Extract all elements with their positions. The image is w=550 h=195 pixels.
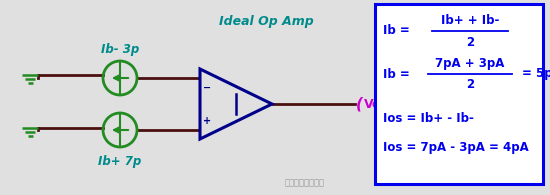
Text: = 5pA: = 5pA <box>522 67 550 81</box>
Text: Ib =: Ib = <box>383 25 410 37</box>
Text: 2: 2 <box>466 79 474 91</box>
Text: Ideal Op Amp: Ideal Op Amp <box>219 15 314 28</box>
Text: 硬件千万个为什么: 硬件千万个为什么 <box>285 178 325 188</box>
Text: Ib+ 7p: Ib+ 7p <box>98 154 142 168</box>
Text: Ib+ + Ib-: Ib+ + Ib- <box>441 14 499 27</box>
Text: Ib =: Ib = <box>383 67 410 81</box>
FancyBboxPatch shape <box>375 4 543 184</box>
Text: (: ( <box>356 97 363 112</box>
Text: Ios = Ib+ - Ib-: Ios = Ib+ - Ib- <box>383 113 474 126</box>
Text: 7pA + 3pA: 7pA + 3pA <box>435 58 505 71</box>
Text: Vout: Vout <box>364 98 396 111</box>
Polygon shape <box>200 69 272 139</box>
Text: +: + <box>203 115 211 126</box>
Text: 2: 2 <box>466 35 474 49</box>
Text: Ios = 7pA - 3pA = 4pA: Ios = 7pA - 3pA = 4pA <box>383 141 529 153</box>
Text: Ib- 3p: Ib- 3p <box>101 43 139 56</box>
Text: −: − <box>203 82 211 92</box>
